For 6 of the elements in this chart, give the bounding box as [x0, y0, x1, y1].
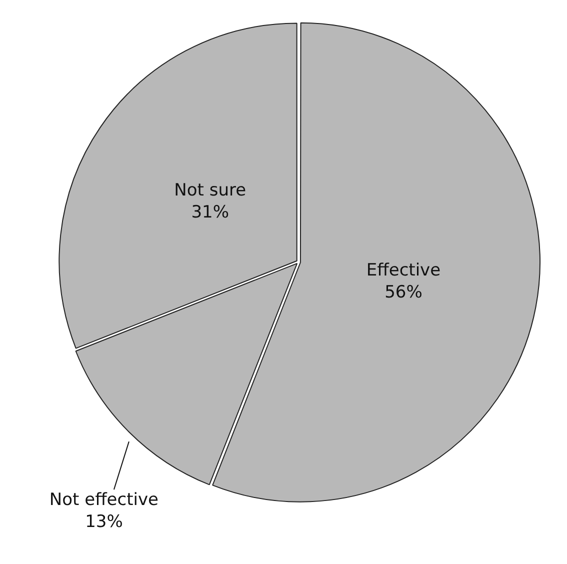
slice-label: Not sure [174, 180, 246, 200]
data-label: 13% [85, 512, 123, 532]
data-label: 56% [384, 282, 422, 302]
data-label: 31% [191, 202, 230, 222]
slice-label: Effective [366, 260, 441, 280]
slice-label: Not effective [49, 490, 158, 510]
